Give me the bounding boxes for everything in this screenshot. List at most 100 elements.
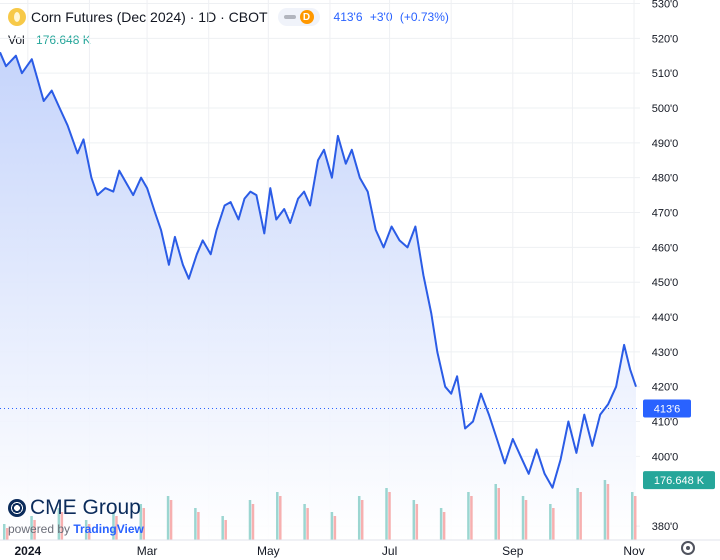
powered-by: powered by TradingView	[8, 522, 144, 536]
last-price: 413'6	[333, 10, 363, 24]
volume-bar-up	[166, 496, 170, 540]
volume-bars	[3, 480, 637, 540]
volume-bar-down	[142, 508, 146, 540]
volume-bar-down	[634, 496, 637, 540]
volume-bar-up	[576, 488, 579, 540]
volume-bar-down	[115, 516, 118, 540]
volume-badge-text: 176.648 K	[654, 475, 705, 487]
time-tick-label: Jul	[382, 544, 397, 558]
price-tick-label: 490'0	[652, 138, 679, 150]
volume-badge	[643, 471, 715, 490]
volume-bar-down	[279, 496, 282, 540]
volume-bar-down	[224, 520, 227, 540]
last-price-badge-text: 413'6	[654, 403, 681, 415]
volume-bar-down	[579, 492, 582, 540]
price-tick-label: 480'0	[652, 173, 679, 185]
volume-bar-up	[276, 492, 279, 540]
price-tick-label: 450'0	[652, 277, 679, 289]
last-price-badge	[643, 399, 691, 418]
volume-bar-up	[303, 504, 306, 540]
volume-bar-down	[197, 512, 200, 540]
settings-icon[interactable]	[681, 541, 695, 555]
volume-bar-up	[330, 512, 334, 540]
cme-watermark: CME Group powered by TradingView	[8, 496, 144, 536]
price-tick-label: 470'0	[652, 208, 679, 220]
volume-bar-up	[467, 492, 470, 540]
volume-bar-up	[603, 480, 607, 540]
volume-bar-down	[333, 516, 337, 540]
volume-bar-up	[521, 496, 525, 540]
volume-bar-up	[3, 524, 6, 540]
price-area-layer	[0, 52, 636, 541]
volume-bar-down	[524, 500, 528, 540]
d-badge: D	[299, 10, 314, 24]
price-tick-label: 530'0	[652, 0, 679, 10]
axis-labels-layer: 413'6 176.648 K	[0, 399, 715, 490]
cme-logo: CME Group	[8, 496, 144, 520]
volume-bar-down	[169, 500, 173, 540]
time-tick-label: 2024	[14, 544, 41, 558]
volume-bar-up	[84, 520, 88, 540]
volume-bar-down	[251, 504, 255, 540]
interval-pill[interactable]: D	[277, 8, 320, 26]
symbol-icon	[8, 8, 26, 26]
price-line-layer	[0, 51, 637, 489]
price-line	[0, 51, 637, 489]
price-change: +3'0	[369, 10, 393, 24]
volume-bar-down	[415, 504, 419, 540]
volume-bar-down	[306, 508, 309, 540]
volume-bar-up	[194, 508, 197, 540]
volume-label: Vol	[8, 33, 25, 47]
volume-bar-up	[385, 488, 388, 540]
price-info: 413'6 +3'0 (+0.73%)	[334, 10, 453, 24]
tradingview-brand: TradingView	[73, 522, 144, 536]
volume-bar-up	[139, 504, 143, 540]
price-change-pct: (+0.73%)	[399, 10, 449, 24]
volume-bar-up	[494, 484, 497, 540]
volume-bar-up	[412, 500, 416, 540]
time-axis: 2024 Mar May Jul Sep Nov	[0, 539, 720, 558]
time-tick-label: Sep	[502, 544, 524, 558]
volume-bar-up	[248, 500, 252, 540]
time-tick-label: Nov	[623, 544, 644, 558]
volume-value: 176.648 K	[36, 33, 91, 47]
volume-bar-up	[57, 508, 61, 540]
price-tick-label: 430'0	[652, 347, 679, 359]
volume-bar-down	[497, 488, 500, 540]
price-axis: 530'0 520'0 510'0 500'0 490'0 480'0 470'0 460'0…	[652, 0, 679, 533]
volume-bar-up	[549, 504, 552, 540]
volume-bar-down	[33, 520, 36, 540]
dash-icon	[283, 15, 296, 19]
volume-bar-up	[439, 508, 443, 540]
volume-bar-down	[87, 524, 91, 540]
price-tick-label: 520'0	[652, 33, 679, 45]
volume-bar-down	[552, 508, 555, 540]
volume-bar-up	[221, 516, 224, 540]
price-area	[0, 52, 636, 541]
volume-bar-down	[360, 500, 364, 540]
volume-bar-down	[442, 512, 446, 540]
time-tick-label: Mar	[137, 544, 158, 558]
volume-legend: Vol 176.648 K	[8, 33, 91, 47]
volume-bar-up	[357, 496, 361, 540]
price-tick-label: 420'0	[652, 382, 679, 394]
price-tick-label: 440'0	[652, 312, 679, 324]
volume-bar-up	[30, 516, 33, 540]
powered-by-text: powered by	[8, 522, 71, 536]
volume-bar-down	[470, 496, 473, 540]
volume-bar-up	[112, 512, 115, 540]
cme-brand: CME Group	[30, 496, 141, 519]
price-tick-label: 410'0	[652, 417, 679, 429]
price-tick-label: 400'0	[652, 451, 679, 463]
cme-globe-icon	[8, 499, 26, 517]
volume-bar-down	[388, 492, 391, 540]
price-tick-label: 460'0	[652, 242, 679, 254]
price-tick-label: 500'0	[652, 103, 679, 115]
volume-bar-down	[60, 512, 64, 540]
volume-bar-down	[6, 528, 9, 540]
time-tick-label: May	[257, 544, 280, 558]
price-tick-label: 510'0	[652, 68, 679, 80]
volume-bar-down	[606, 484, 610, 540]
price-tick-label: 380'0	[652, 521, 679, 533]
